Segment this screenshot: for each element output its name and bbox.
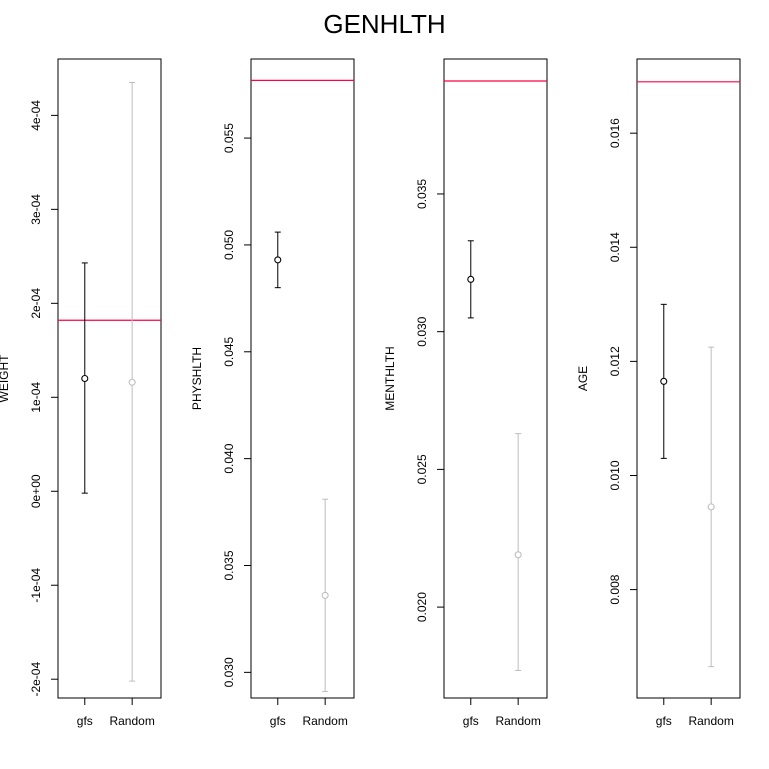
x-tick-label-gfs: gfs: [270, 714, 286, 728]
data-point-random: [707, 503, 715, 511]
x-tick-label-gfs: gfs: [656, 714, 672, 728]
y-tick-label: 0.035: [222, 550, 236, 580]
x-tick-label-random: Random: [495, 714, 540, 728]
y-tick-label: 0.014: [608, 232, 622, 262]
data-point-gfs: [660, 377, 668, 385]
y-tick-label: 0.045: [222, 336, 236, 366]
x-tick-label-random: Random: [109, 714, 154, 728]
x-tick-label-gfs: gfs: [463, 714, 479, 728]
chart-title: GENHLTH: [323, 9, 445, 39]
y-axis-label: WEIGHT: [0, 354, 11, 403]
panel-age: AGE 0.008 0.010 0.012 0.014 0.016 gfs Random: [576, 58, 741, 728]
y-tick-label: 4e-04: [29, 100, 43, 131]
y-tick-label: 0.025: [415, 454, 429, 484]
plot-frame: [443, 58, 548, 699]
panel-physhlth: PHYSHLTH 0.030 0.035 0.040 0.045 0.050 0.055 gf…: [190, 58, 355, 728]
x-tick-label-gfs: gfs: [77, 714, 93, 728]
data-point-gfs: [274, 256, 282, 264]
panel-menthlth: MENTHLTH 0.020 0.025 0.030 0.035 gfs Random: [383, 58, 548, 728]
data-point-random: [514, 551, 522, 559]
y-tick-label: 0.008: [608, 574, 622, 604]
y-tick-label: -1e-04: [29, 568, 43, 603]
y-axis-label: AGE: [576, 366, 590, 391]
x-tick-label-random: Random: [302, 714, 347, 728]
y-axis-label: PHYSHLTH: [190, 347, 204, 410]
y-tick-label: 0.012: [608, 346, 622, 376]
y-tick-label: 0.050: [222, 230, 236, 260]
plot-frame: [250, 58, 355, 699]
y-tick-label: 0.016: [608, 118, 622, 148]
data-point-gfs: [81, 374, 89, 383]
y-tick-label: 2e-04: [29, 288, 43, 319]
y-tick-label: 0.035: [415, 179, 429, 209]
panels-group: WEIGHT -2e-04 -1e-04 0e+00 1e-04 2e-04 3e-04 4e…: [0, 58, 741, 728]
y-axis-label: MENTHLTH: [383, 346, 397, 410]
y-tick-label: -2e-04: [29, 662, 43, 697]
data-point-random: [128, 378, 136, 386]
plot-frame: [57, 58, 162, 699]
y-tick-label: 0.010: [608, 460, 622, 490]
y-tick-label: 0.055: [222, 123, 236, 153]
y-tick-label: 3e-04: [29, 194, 43, 225]
y-tick-label: 1e-04: [29, 382, 43, 413]
plot-frame: [636, 58, 741, 699]
data-point-random: [321, 591, 329, 599]
y-tick-label: 0.030: [415, 316, 429, 346]
y-tick-label: 0.020: [415, 592, 429, 622]
y-tick-label: 0.040: [222, 443, 236, 473]
panel-weight: WEIGHT -2e-04 -1e-04 0e+00 1e-04 2e-04 3e-04 4e…: [0, 58, 162, 728]
y-tick-label: 0.030: [222, 657, 236, 687]
x-tick-label-random: Random: [688, 714, 733, 728]
y-tick-label: 0e+00: [29, 474, 43, 508]
data-point-gfs: [467, 275, 475, 283]
